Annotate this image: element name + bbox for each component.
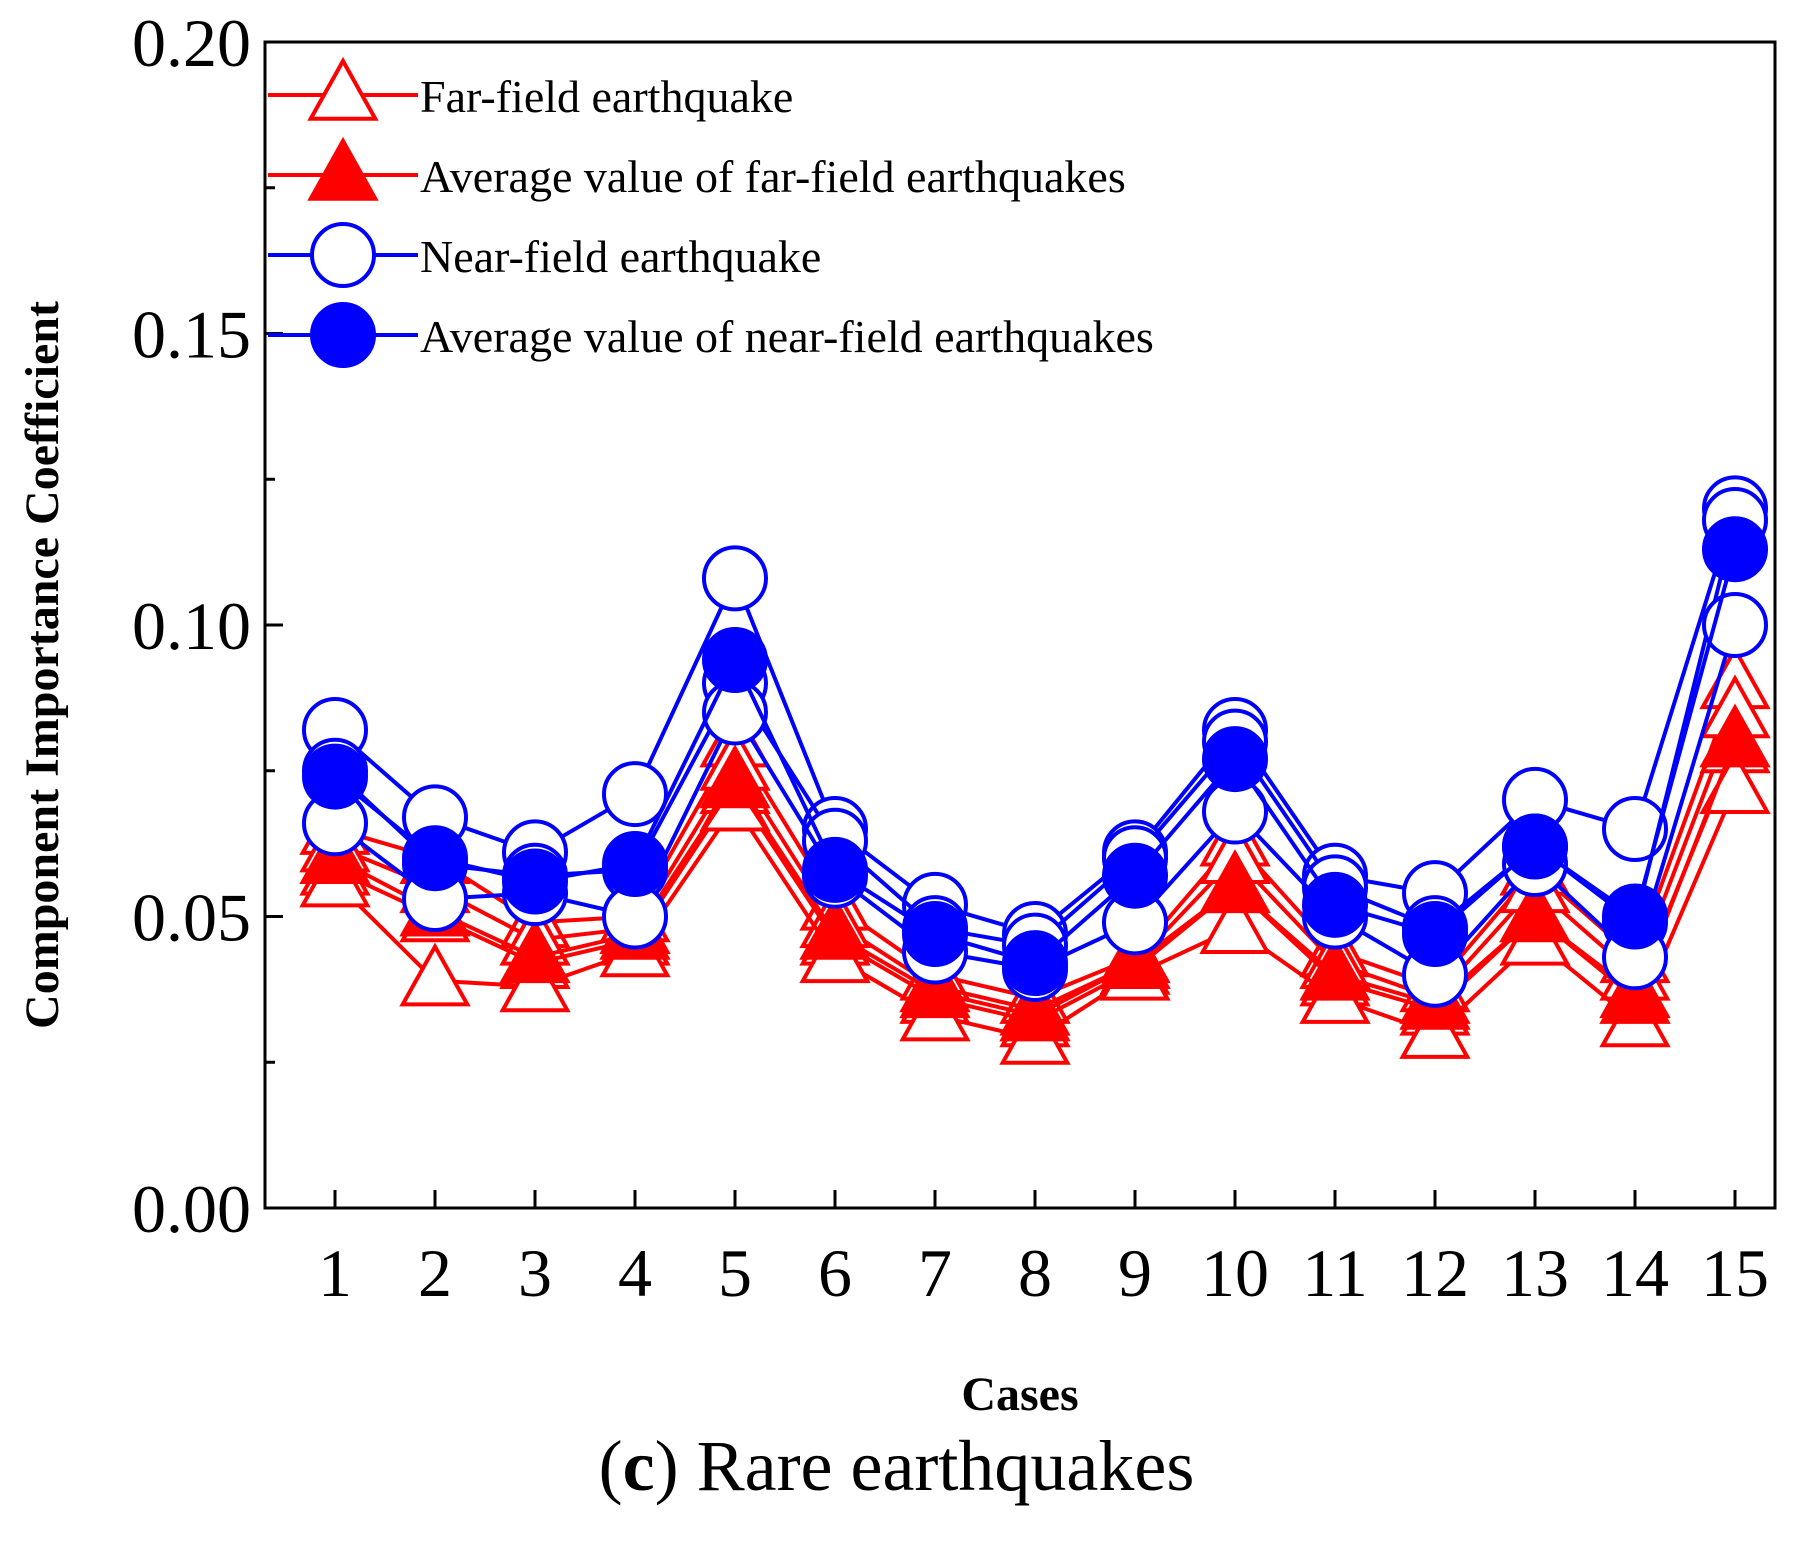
caption-label: c: [622, 1426, 655, 1506]
data-point: [1002, 930, 1068, 997]
data-point: [699, 744, 771, 809]
figure-caption: (c) Rare earthquakes: [598, 1426, 1195, 1506]
data-point: [1299, 936, 1371, 1001]
data-point: [1602, 796, 1668, 863]
x-tick-label: 13: [1501, 1235, 1569, 1311]
data-point: [602, 831, 668, 898]
data-point: [702, 626, 768, 693]
x-tick-label: 5: [718, 1235, 752, 1311]
x-tick-label: 1: [318, 1235, 352, 1311]
x-tick-label: 7: [918, 1235, 952, 1311]
legend-entry: Far-field earthquake: [268, 56, 793, 122]
data-point: [1699, 703, 1771, 768]
data-point: [1102, 842, 1168, 909]
data-point: [1602, 883, 1668, 950]
x-tick-label: 3: [518, 1235, 552, 1311]
data-point: [1302, 871, 1368, 938]
x-tick-label: 12: [1401, 1235, 1469, 1311]
data-point: [902, 900, 968, 967]
series-layer: [299, 475, 1771, 1065]
data-point: [799, 895, 871, 960]
data-point: [1502, 813, 1568, 880]
data-point: [1202, 726, 1268, 793]
data-point: [602, 761, 668, 828]
x-tick-label: 15: [1701, 1235, 1769, 1311]
data-point: [702, 545, 768, 612]
x-tick-label: 4: [618, 1235, 652, 1311]
data-point: [402, 825, 468, 892]
data-point: [802, 836, 868, 903]
data-point: [1499, 878, 1571, 943]
data-point: [502, 848, 568, 915]
legend-entry: Average value of far-field earthquakes: [268, 136, 1126, 202]
x-tick-label: 9: [1118, 1235, 1152, 1311]
x-axis-label: Cases: [961, 1368, 1078, 1421]
legend-entry: Average value of near-field earthquakes: [268, 302, 1154, 368]
y-tick-label: 0.15: [132, 297, 251, 373]
legend-marker: [307, 136, 379, 201]
y-tick-label: 0.10: [132, 588, 251, 664]
data-point: [399, 942, 471, 1007]
x-tick-label: 11: [1302, 1235, 1367, 1311]
legend-marker: [310, 222, 376, 288]
data-point: [302, 743, 368, 810]
series-near-8: [302, 516, 1768, 997]
legend-marker: [307, 56, 379, 121]
y-tick-label: 0.05: [132, 880, 251, 956]
data-point: [1199, 890, 1271, 954]
x-tick-label: 10: [1201, 1235, 1269, 1311]
x-tick-label: 6: [818, 1235, 852, 1311]
data-point: [1402, 900, 1468, 967]
legend-entry: Near-field earthquake: [268, 222, 821, 288]
legend-label: Near-field earthquake: [420, 231, 821, 282]
legend-label: Average value of far-field earthquakes: [420, 151, 1126, 202]
y-tick-label: 0.00: [132, 1171, 251, 1247]
legend-label: Average value of near-field earthquakes: [420, 311, 1154, 362]
data-point: [1099, 925, 1171, 989]
data-point: [1599, 960, 1671, 1024]
ticks-layer: 0.000.050.100.150.201 2 3 4 5 6 7 8 9 10 11 12 13 14 1…: [132, 5, 1769, 1311]
y-tick-label: 0.20: [132, 5, 251, 81]
legend: Far-field earthquake Average value of far…: [268, 56, 1154, 368]
data-point: [899, 954, 971, 1019]
legend-marker: [310, 302, 376, 368]
y-axis-label: Component Importance Coefficient: [16, 301, 69, 1029]
data-point: [499, 919, 571, 984]
x-tick-label: 14: [1601, 1235, 1669, 1311]
legend-label: Far-field earthquake: [420, 71, 793, 122]
caption-text: Rare earthquakes: [696, 1426, 1195, 1506]
x-tick-label: 2: [418, 1235, 452, 1311]
data-point: [1199, 849, 1271, 914]
x-tick-label: 8: [1018, 1235, 1052, 1311]
data-point: [999, 977, 1071, 1042]
data-point: [1702, 516, 1768, 583]
